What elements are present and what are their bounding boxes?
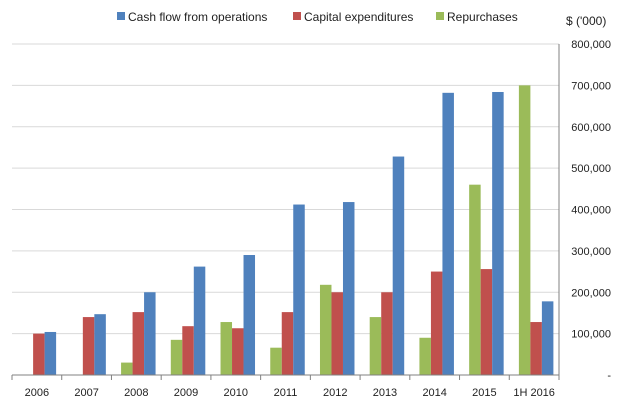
y-tick-labels: - 100,000 200,000 300,000 400,000 500,000 600,… xyxy=(571,39,611,382)
legend-swatch xyxy=(293,12,301,20)
legend-item-capital-expenditures: Capital expenditures xyxy=(293,10,413,24)
bar-capital-expenditures-1h-2016 xyxy=(530,322,542,375)
x-tick-label: 2014 xyxy=(422,387,446,399)
bar-repurchases-2008 xyxy=(121,362,133,375)
bar-cash-flow-from-operations-2007 xyxy=(94,314,106,375)
legend-item-repurchases: Repurchases xyxy=(436,10,518,24)
bar-repurchases-2012 xyxy=(319,284,332,375)
bar-repurchases-2010 xyxy=(220,322,233,375)
y-tick-label: 500,000 xyxy=(571,163,611,175)
x-tick-label: 2007 xyxy=(74,387,98,399)
legend: Cash flow from operations Capital expendi… xyxy=(117,10,518,24)
bar-repurchases-2009 xyxy=(170,339,183,375)
bar-capital-expenditures-2008 xyxy=(132,312,145,375)
bars xyxy=(33,85,554,376)
x-tick-labels: 2006 2007 2008 2009 2010 2011 2012 2013 2014 2015… xyxy=(25,387,555,399)
axes xyxy=(11,44,560,380)
x-tick-label: 1H 2016 xyxy=(513,387,555,399)
y-tick-label: 700,000 xyxy=(571,80,611,92)
gridlines xyxy=(12,43,559,335)
bar-cash-flow-from-operations-2012 xyxy=(342,202,355,375)
y-tick-label: - xyxy=(607,370,611,382)
bar-capital-expenditures-2007 xyxy=(82,317,95,375)
bar-cash-flow-from-operations-2009 xyxy=(193,266,206,375)
y-axis-unit-label: $ ('000) xyxy=(566,14,606,28)
bar-repurchases-2014 xyxy=(419,337,431,375)
bar-cash-flow-from-operations-1h-2016 xyxy=(541,301,554,375)
y-tick-label: 800,000 xyxy=(571,39,611,51)
bar-cash-flow-from-operations-2013 xyxy=(392,156,405,375)
x-tick-label: 2015 xyxy=(472,387,496,399)
y-tick-label: 100,000 xyxy=(571,329,611,341)
bar-capital-expenditures-2011 xyxy=(281,312,294,375)
bar-capital-expenditures-2014 xyxy=(430,271,443,375)
bar-repurchases-2015 xyxy=(469,184,481,375)
bar-cash-flow-from-operations-2015 xyxy=(492,91,504,376)
legend-swatch xyxy=(436,12,444,20)
x-tick-label: 2008 xyxy=(124,387,148,399)
bar-repurchases-2013 xyxy=(369,317,382,375)
bar-repurchases-1h-2016 xyxy=(518,85,531,375)
legend-item-cash-flow-from-operations: Cash flow from operations xyxy=(117,10,267,24)
bar-capital-expenditures-2009 xyxy=(182,326,194,375)
bar-repurchases-2011 xyxy=(270,347,282,375)
bar-capital-expenditures-2015 xyxy=(480,269,493,375)
bar-cash-flow-from-operations-2011 xyxy=(293,204,305,375)
x-tick-label: 2010 xyxy=(224,387,248,399)
y-tick-label: 300,000 xyxy=(571,246,611,258)
legend-label: Capital expenditures xyxy=(304,10,413,24)
bar-cash-flow-from-operations-2006 xyxy=(44,331,57,375)
legend-label: Repurchases xyxy=(447,10,518,24)
x-tick-label: 2006 xyxy=(25,387,49,399)
bar-cash-flow-from-operations-2008 xyxy=(144,292,156,375)
bar-capital-expenditures-2013 xyxy=(381,292,393,375)
x-tick-label: 2012 xyxy=(323,387,347,399)
bar-cash-flow-from-operations-2010 xyxy=(243,255,256,375)
x-tick-label: 2013 xyxy=(373,387,397,399)
x-tick-label: 2011 xyxy=(274,387,298,399)
legend-label: Cash flow from operations xyxy=(128,10,267,24)
legend-swatch xyxy=(117,12,125,20)
y-tick-label: 200,000 xyxy=(571,287,611,299)
bar-cash-flow-from-operations-2014 xyxy=(442,92,454,375)
x-tick-label: 2009 xyxy=(174,387,198,399)
bar-capital-expenditures-2006 xyxy=(33,333,45,375)
bar-capital-expenditures-2012 xyxy=(331,292,343,375)
y-tick-label: 600,000 xyxy=(571,122,611,134)
y-tick-label: 400,000 xyxy=(571,205,611,217)
bar-capital-expenditures-2010 xyxy=(232,328,244,375)
